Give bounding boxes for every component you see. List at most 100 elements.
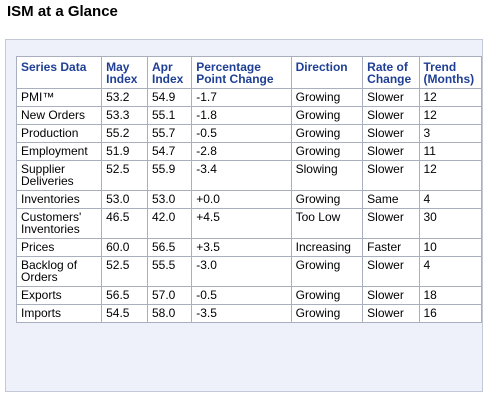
- table-row: New Orders 53.3 55.1 -1.8 Growing Slower 12: [15, 106, 482, 125]
- column-header-apr-index: Apr Index: [146, 56, 193, 89]
- trend-months-cell: 4: [418, 256, 482, 287]
- direction-cell: Growing: [290, 190, 364, 209]
- direction-cell: Growing: [290, 256, 364, 287]
- may-index-cell: 52.5: [101, 160, 148, 191]
- rate-of-change-cell: Slower: [362, 88, 420, 107]
- series-name-cell: Imports: [15, 304, 103, 323]
- direction-cell: Too Low: [290, 208, 364, 239]
- column-header-trend-months: Trend (Months): [418, 56, 482, 89]
- rate-of-change-cell: Slower: [362, 160, 420, 191]
- may-index-cell: 60.0: [101, 238, 148, 257]
- percentage-point-change-cell: -3.5: [191, 304, 292, 323]
- rate-of-change-cell: Slower: [362, 124, 420, 143]
- rate-of-change-cell: Slower: [362, 142, 420, 161]
- column-header-series-data: Series Data: [15, 56, 103, 89]
- may-index-cell: 51.9: [101, 142, 148, 161]
- apr-index-cell: 55.7: [146, 124, 193, 143]
- may-index-cell: 53.2: [101, 88, 148, 107]
- series-name-cell: Employment: [15, 142, 103, 161]
- percentage-point-change-cell: -2.8: [191, 142, 292, 161]
- apr-index-cell: 58.0: [146, 304, 193, 323]
- table-row: Employment 51.9 54.7 -2.8 Growing Slower 11: [15, 142, 482, 161]
- direction-cell: Growing: [290, 304, 364, 323]
- page-title: ISM at a Glance: [7, 3, 118, 20]
- trend-months-cell: 16: [418, 304, 482, 323]
- may-index-cell: 54.5: [101, 304, 148, 323]
- table-row: Imports 54.5 58.0 -3.5 Growing Slower 16: [15, 304, 482, 323]
- rate-of-change-cell: Slower: [362, 208, 420, 239]
- direction-cell: Slowing: [290, 160, 364, 191]
- may-index-cell: 52.5: [101, 256, 148, 287]
- table-row: Supplier Deliveries 52.5 55.9 -3.4 Slowing Slo…: [15, 160, 482, 191]
- direction-cell: Increasing: [290, 238, 364, 257]
- apr-index-cell: 42.0: [146, 208, 193, 239]
- trend-months-cell: 10: [418, 238, 482, 257]
- trend-months-cell: 12: [418, 160, 482, 191]
- may-index-cell: 53.3: [101, 106, 148, 125]
- column-header-rate-of-change: Rate of Change: [362, 56, 420, 89]
- ism-summary-table: Series Data May Index Apr Index Percentage Poi…: [15, 56, 482, 323]
- trend-months-cell: 30: [418, 208, 482, 239]
- series-name-cell: Production: [15, 124, 103, 143]
- rate-of-change-cell: Same: [362, 190, 420, 209]
- rate-of-change-cell: Slower: [362, 106, 420, 125]
- rate-of-change-cell: Slower: [362, 304, 420, 323]
- direction-cell: Growing: [290, 88, 364, 107]
- table-body: PMI™ 53.2 54.9 -1.7 Growing Slower 12 New Order…: [15, 88, 482, 323]
- percentage-point-change-cell: +0.0: [191, 190, 292, 209]
- direction-cell: Growing: [290, 124, 364, 143]
- apr-index-cell: 55.5: [146, 256, 193, 287]
- may-index-cell: 55.2: [101, 124, 148, 143]
- series-name-cell: Prices: [15, 238, 103, 257]
- trend-months-cell: 4: [418, 190, 482, 209]
- rate-of-change-cell: Slower: [362, 286, 420, 305]
- series-name-cell: PMI™: [15, 88, 103, 107]
- percentage-point-change-cell: +3.5: [191, 238, 292, 257]
- series-name-cell: Exports: [15, 286, 103, 305]
- table-row: Production 55.2 55.7 -0.5 Growing Slower 3: [15, 124, 482, 143]
- trend-months-cell: 3: [418, 124, 482, 143]
- percentage-point-change-cell: -1.8: [191, 106, 292, 125]
- column-header-percentage-point-change: Percentage Point Change: [191, 56, 292, 89]
- apr-index-cell: 55.1: [146, 106, 193, 125]
- apr-index-cell: 57.0: [146, 286, 193, 305]
- apr-index-cell: 53.0: [146, 190, 193, 209]
- column-header-direction: Direction: [290, 56, 364, 89]
- direction-cell: Growing: [290, 286, 364, 305]
- direction-cell: Growing: [290, 106, 364, 125]
- series-name-cell: Supplier Deliveries: [15, 160, 103, 191]
- table-row: Backlog of Orders 52.5 55.5 -3.0 Growing Slowe…: [15, 256, 482, 287]
- may-index-cell: 53.0: [101, 190, 148, 209]
- percentage-point-change-cell: -3.0: [191, 256, 292, 287]
- percentage-point-change-cell: -1.7: [191, 88, 292, 107]
- table-row: PMI™ 53.2 54.9 -1.7 Growing Slower 12: [15, 88, 482, 107]
- table-row: Exports 56.5 57.0 -0.5 Growing Slower 18: [15, 286, 482, 305]
- rate-of-change-cell: Faster: [362, 238, 420, 257]
- table-header-row: Series Data May Index Apr Index Percentage Poi…: [15, 56, 482, 89]
- apr-index-cell: 55.9: [146, 160, 193, 191]
- series-name-cell: Inventories: [15, 190, 103, 209]
- series-name-cell: New Orders: [15, 106, 103, 125]
- percentage-point-change-cell: -0.5: [191, 286, 292, 305]
- percentage-point-change-cell: -3.4: [191, 160, 292, 191]
- trend-months-cell: 12: [418, 88, 482, 107]
- apr-index-cell: 56.5: [146, 238, 193, 257]
- summary-panel: Series Data May Index Apr Index Percentage Poi…: [5, 39, 483, 392]
- direction-cell: Growing: [290, 142, 364, 161]
- table-row: Customers' Inventories 46.5 42.0 +4.5 Too Low…: [15, 208, 482, 239]
- may-index-cell: 46.5: [101, 208, 148, 239]
- trend-months-cell: 11: [418, 142, 482, 161]
- percentage-point-change-cell: -0.5: [191, 124, 292, 143]
- table-row: Prices 60.0 56.5 +3.5 Increasing Faster 10: [15, 238, 482, 257]
- may-index-cell: 56.5: [101, 286, 148, 305]
- series-name-cell: Backlog of Orders: [15, 256, 103, 287]
- trend-months-cell: 12: [418, 106, 482, 125]
- rate-of-change-cell: Slower: [362, 256, 420, 287]
- series-name-cell: Customers' Inventories: [15, 208, 103, 239]
- apr-index-cell: 54.7: [146, 142, 193, 161]
- apr-index-cell: 54.9: [146, 88, 193, 107]
- table-row: Inventories 53.0 53.0 +0.0 Growing Same 4: [15, 190, 482, 209]
- trend-months-cell: 18: [418, 286, 482, 305]
- percentage-point-change-cell: +4.5: [191, 208, 292, 239]
- column-header-may-index: May Index: [101, 56, 148, 89]
